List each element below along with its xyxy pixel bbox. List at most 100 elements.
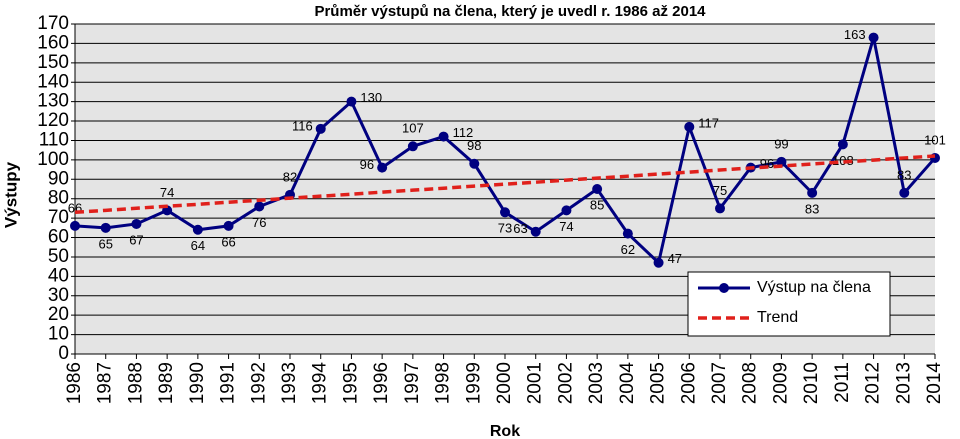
data-label: 62 bbox=[621, 242, 635, 257]
data-point bbox=[469, 158, 480, 169]
data-label: 107 bbox=[402, 121, 424, 136]
data-point bbox=[254, 201, 265, 212]
x-tick-label: 2002 bbox=[555, 362, 576, 404]
data-point bbox=[377, 162, 388, 173]
data-label: 74 bbox=[160, 185, 174, 200]
data-point bbox=[837, 139, 848, 150]
data-label: 47 bbox=[668, 251, 682, 266]
y-tick-label: 120 bbox=[37, 110, 69, 131]
data-point bbox=[192, 224, 203, 235]
data-point bbox=[315, 123, 326, 134]
data-label: 112 bbox=[453, 125, 474, 140]
y-axis-title: Výstupy bbox=[1, 161, 20, 228]
data-point bbox=[530, 226, 541, 237]
y-tick-label: 140 bbox=[37, 71, 69, 92]
y-tick-label: 130 bbox=[37, 91, 69, 112]
data-label: 99 bbox=[774, 136, 788, 151]
x-tick-label: 1999 bbox=[463, 362, 484, 404]
data-label: 67 bbox=[129, 232, 143, 247]
data-point bbox=[407, 141, 418, 152]
data-point bbox=[684, 121, 695, 132]
x-tick-label: 1996 bbox=[371, 362, 392, 404]
legend: Výstup na člena Trend bbox=[687, 271, 891, 337]
data-point bbox=[100, 222, 111, 233]
x-tick-label: 2014 bbox=[924, 362, 945, 405]
data-label: 82 bbox=[283, 169, 297, 184]
data-label: 96 bbox=[360, 157, 374, 172]
x-tick-label: 1995 bbox=[340, 362, 361, 404]
x-tick-label: 2005 bbox=[648, 362, 669, 404]
data-point bbox=[622, 228, 633, 239]
y-tick-label: 90 bbox=[48, 168, 69, 189]
y-tick-label: 50 bbox=[48, 246, 69, 267]
data-point bbox=[592, 184, 603, 194]
y-tick-label: 20 bbox=[48, 304, 69, 325]
x-tick-label: 2001 bbox=[525, 362, 546, 404]
data-point bbox=[868, 32, 879, 43]
data-point bbox=[653, 257, 664, 268]
y-tick-label: 10 bbox=[48, 324, 69, 345]
data-label: 98 bbox=[467, 138, 481, 153]
x-tick-label: 2004 bbox=[617, 362, 638, 405]
data-label: 117 bbox=[698, 115, 719, 130]
data-label: 64 bbox=[191, 238, 205, 253]
x-tick-label: 2013 bbox=[893, 362, 914, 404]
data-label: 163 bbox=[844, 27, 866, 42]
data-point bbox=[70, 220, 80, 231]
data-point bbox=[346, 96, 357, 107]
y-tick-label: 150 bbox=[37, 52, 69, 73]
data-label: 73 bbox=[498, 221, 512, 236]
x-tick-label: 1986 bbox=[64, 362, 85, 404]
y-tick-label: 30 bbox=[48, 285, 69, 306]
y-tick-label: 40 bbox=[48, 265, 69, 286]
x-tick-label: 2000 bbox=[494, 362, 515, 404]
legend-marker bbox=[719, 283, 729, 293]
x-tick-label: 1998 bbox=[433, 362, 454, 404]
y-tick-label: 160 bbox=[37, 32, 69, 53]
x-tick-label: 2012 bbox=[863, 362, 884, 404]
x-axis-title: Rok bbox=[490, 423, 520, 439]
x-tick-label: 1991 bbox=[218, 362, 239, 404]
x-tick-label: 1993 bbox=[279, 362, 300, 404]
x-tick-label: 1988 bbox=[125, 362, 146, 404]
x-tick-label: 1990 bbox=[187, 362, 208, 404]
y-tick-label: 0 bbox=[58, 343, 69, 364]
legend-label: Výstup na člena bbox=[757, 279, 871, 296]
x-tick-label: 2010 bbox=[801, 362, 822, 404]
data-point bbox=[438, 131, 449, 142]
x-tick-label: 1987 bbox=[95, 362, 116, 404]
x-tick-label: 2009 bbox=[770, 362, 791, 404]
data-label: 83 bbox=[897, 167, 911, 182]
x-tick-label: 1989 bbox=[156, 362, 177, 404]
data-label: 116 bbox=[292, 118, 313, 133]
data-point bbox=[500, 207, 510, 218]
data-point bbox=[776, 156, 787, 167]
y-tick-label: 70 bbox=[48, 207, 69, 228]
x-tick-label: 1994 bbox=[310, 362, 331, 405]
legend-label: Trend bbox=[757, 309, 798, 326]
data-label: 85 bbox=[590, 197, 604, 212]
y-tick-label: 100 bbox=[37, 149, 69, 170]
data-label: 130 bbox=[360, 90, 382, 105]
x-tick-label: 2006 bbox=[678, 362, 699, 404]
y-tick-label: 170 bbox=[37, 13, 69, 34]
y-tick-label: 60 bbox=[48, 227, 69, 248]
data-point bbox=[223, 220, 234, 231]
data-label: 83 bbox=[805, 201, 819, 216]
data-point bbox=[715, 203, 725, 214]
y-tick-label: 80 bbox=[48, 188, 69, 209]
legend-box bbox=[687, 271, 891, 337]
data-label: 66 bbox=[221, 234, 235, 249]
x-tick-label: 1992 bbox=[248, 362, 269, 404]
data-point bbox=[807, 187, 818, 198]
data-point bbox=[899, 187, 910, 198]
x-tick-label: 2011 bbox=[832, 362, 853, 403]
data-label: 75 bbox=[713, 183, 727, 198]
chart-title: Průměr výstupů na člena, který je uvedl … bbox=[314, 3, 706, 20]
x-tick-label: 2007 bbox=[709, 362, 730, 404]
data-point bbox=[131, 218, 142, 229]
y-tick-label: 110 bbox=[39, 129, 69, 150]
data-label: 65 bbox=[98, 236, 112, 251]
x-tick-label: 2008 bbox=[740, 362, 761, 404]
